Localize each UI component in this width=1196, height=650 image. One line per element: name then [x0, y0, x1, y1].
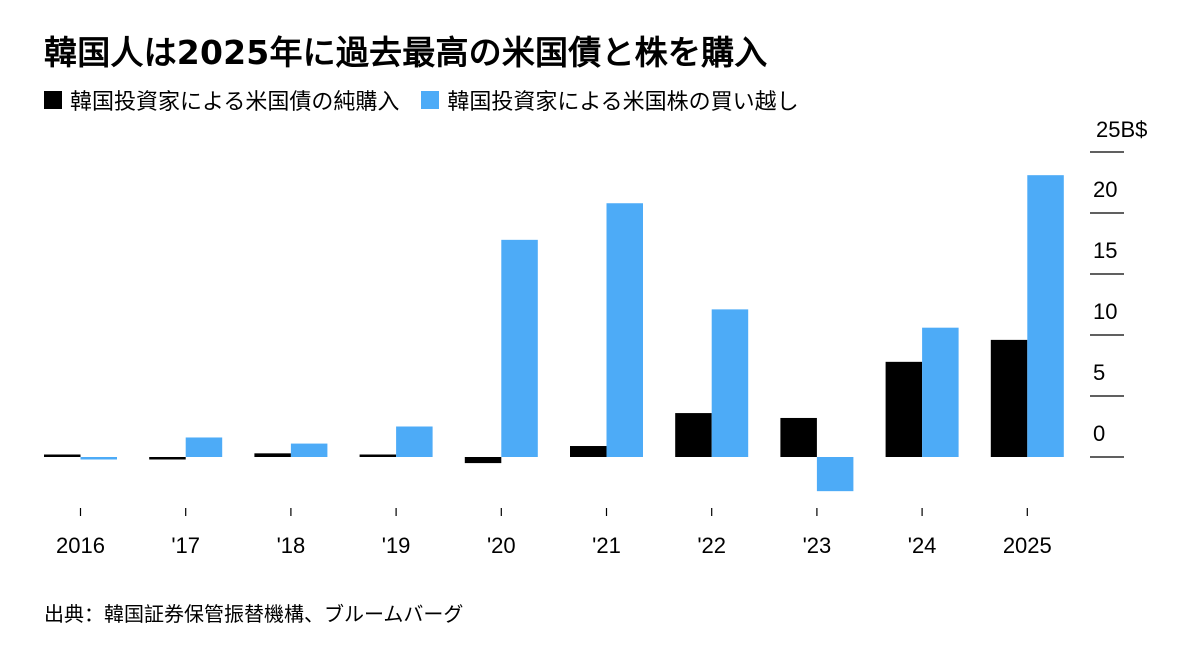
- legend-swatch-bonds: [44, 91, 62, 109]
- y-axis-unit-label: 25B$: [1096, 117, 1147, 142]
- y-tick-label-10: 10: [1093, 299, 1117, 324]
- y-tick-label-0: 0: [1093, 421, 1105, 446]
- bar-stocks-2: [290, 443, 328, 457]
- bar-stocks-5: [606, 203, 643, 457]
- y-axis-ticks: 20 15 10 5 0: [1090, 151, 1124, 458]
- bars-group: [44, 175, 1064, 492]
- bar-bonds-1: [149, 457, 186, 460]
- chart-legend: 韓国投資家による米国債の純購入 韓国投資家による米国株の買い越し: [44, 84, 821, 116]
- y-tick-label-20: 20: [1093, 177, 1117, 202]
- legend-label-stocks: 韓国投資家による米国株の買い越し: [447, 90, 799, 115]
- legend-swatch-stocks: [421, 91, 440, 109]
- bar-bonds-8: [885, 361, 923, 457]
- legend-item-stocks: 韓国投資家による米国株の買い越し: [421, 84, 799, 116]
- bar-stocks-4: [501, 239, 538, 457]
- x-tick-label-1: '17: [171, 533, 200, 558]
- bar-stocks-1: [185, 437, 223, 457]
- x-tick-label-6: '22: [697, 533, 726, 558]
- bar-stocks-0: [80, 457, 117, 460]
- chart-title: 韓国人は2025年に過去最高の米国債と株を購入: [44, 33, 768, 72]
- bar-stocks-3: [396, 426, 433, 457]
- y-tick-label-15: 15: [1093, 238, 1117, 263]
- bar-bonds-9: [990, 339, 1028, 457]
- y-tick-label-5: 5: [1093, 360, 1105, 385]
- bar-stocks-7: [816, 457, 854, 492]
- x-axis-labels: 2016 '17 '18 '19 '20 '21 '22 '23 '24 2025: [56, 508, 1052, 558]
- bar-bonds-3: [359, 454, 397, 457]
- x-tick-label-5: '21: [592, 533, 621, 558]
- bar-bonds-2: [254, 453, 291, 457]
- x-tick-label-8: '24: [908, 533, 937, 558]
- x-tick-label-3: '19: [382, 533, 411, 558]
- bar-stocks-9: [1027, 175, 1064, 457]
- source-note: 出典：韓国証券保管振替機構、ブルームバーグ: [44, 602, 464, 626]
- x-tick-label-4: '20: [487, 533, 516, 558]
- x-tick-label-0: 2016: [56, 533, 105, 558]
- legend-label-bonds: 韓国投資家による米国債の純購入: [70, 90, 400, 115]
- bar-bonds-0: [44, 454, 81, 457]
- bar-stocks-6: [711, 309, 749, 457]
- bar-bonds-6: [675, 413, 712, 457]
- bar-bonds-5: [570, 446, 607, 457]
- x-tick-label-2: '18: [277, 533, 306, 558]
- x-tick-label-9: 2025: [1003, 533, 1052, 558]
- bar-bonds-4: [464, 457, 502, 464]
- legend-item-bonds: 韓国投資家による米国債の純購入: [44, 84, 399, 116]
- bar-stocks-8: [922, 327, 959, 457]
- bar-bonds-7: [780, 417, 817, 457]
- x-tick-label-7: '23: [803, 533, 832, 558]
